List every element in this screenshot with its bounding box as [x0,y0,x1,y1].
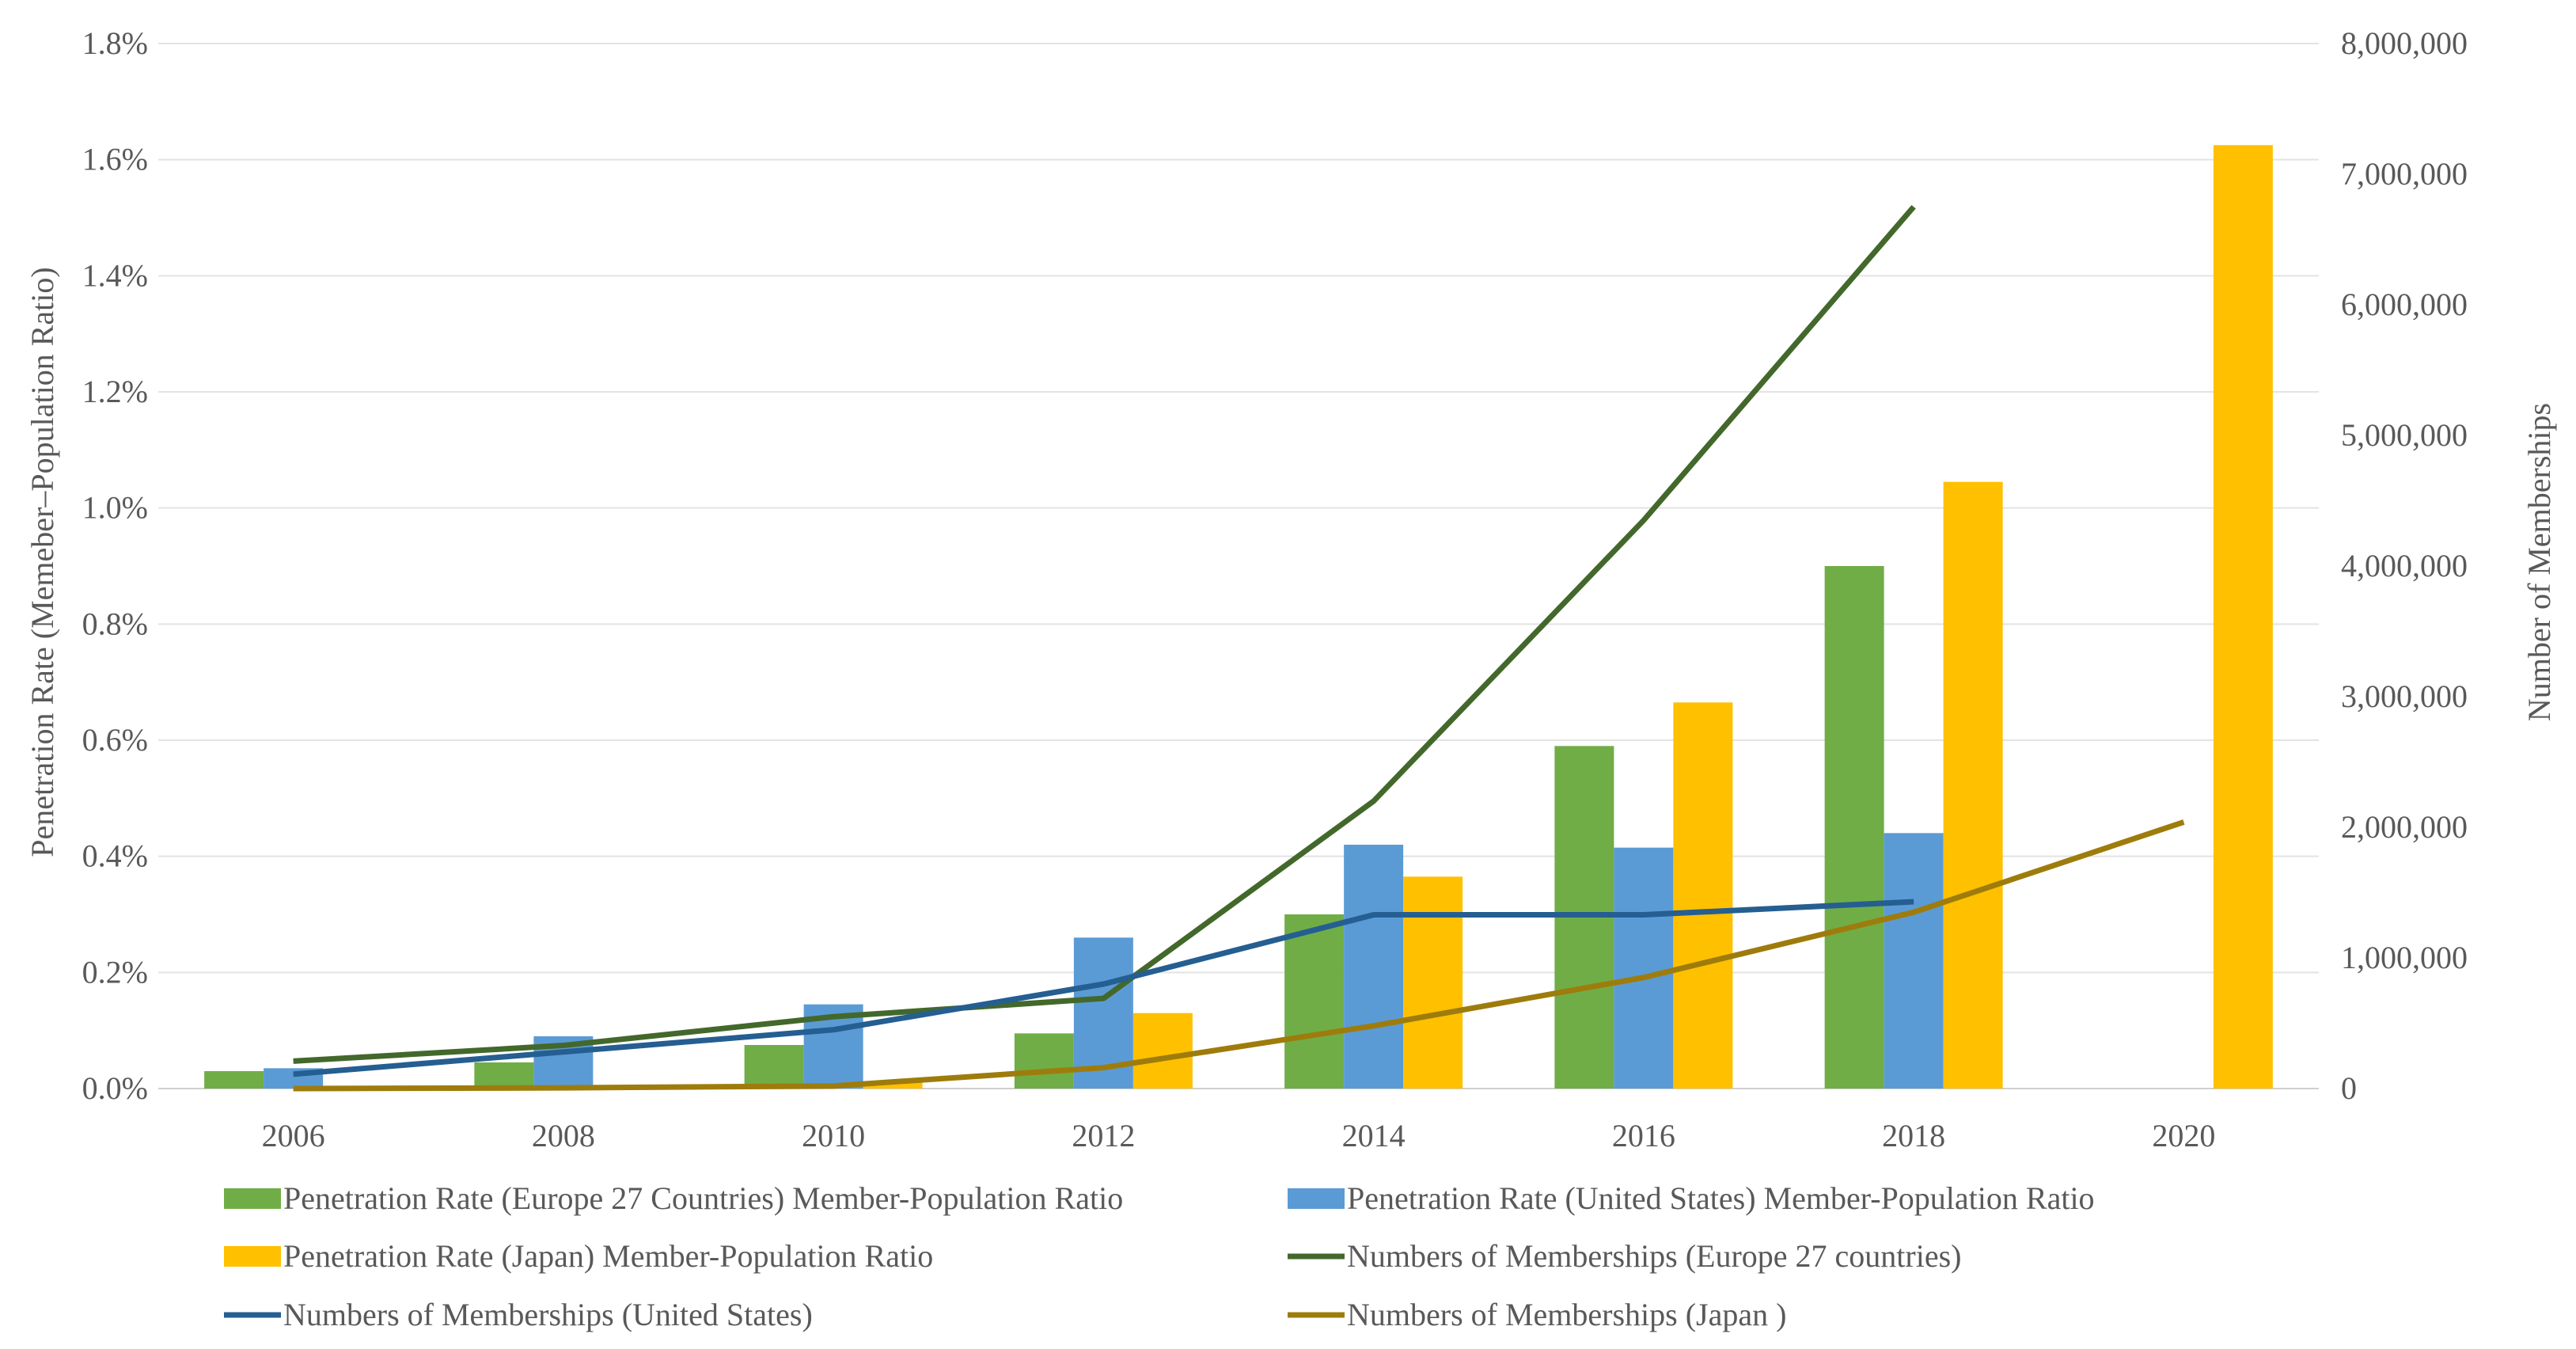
legend-label: Penetration Rate (Japan) Member-Populati… [283,1238,933,1274]
bar [1673,702,1733,1089]
right-tick-label: 0 [2341,1070,2357,1106]
right-tick-label: 8,000,000 [2341,25,2468,61]
x-tick-label: 2014 [1342,1118,1406,1153]
bar [474,1062,534,1089]
legend-label: Numbers of Memberships (Japan ) [1347,1297,1786,1332]
bar [1403,876,1463,1089]
legend-swatch [224,1246,281,1267]
left-tick-label: 0.4% [82,838,148,874]
right-tick-label: 5,000,000 [2341,417,2468,453]
x-tick-label: 2018 [1882,1118,1945,1153]
gridlines [158,43,2319,1089]
legend: Penetration Rate (Europe 27 Countries) M… [224,1180,2095,1332]
left-tick-label: 1.0% [82,490,148,526]
bar [1824,566,1884,1089]
bar [1943,481,2003,1089]
left-axis-title: Penetration Rate (Memeber–Population Rat… [25,267,60,857]
bar [1014,1033,1074,1089]
right-tick-label: 6,000,000 [2341,287,2468,322]
right-tick-label: 4,000,000 [2341,548,2468,583]
legend-swatch [1288,1188,1345,1209]
left-axis-ticks: 0.0% 0.2% 0.4% 0.6% 0.8% 1.0% 1.2% 1.4% 1.6% 1.8% [82,25,148,1106]
legend-label: Numbers of Memberships (United States) [283,1297,813,1332]
x-tick-label: 2010 [802,1118,865,1153]
legend-swatch [224,1188,281,1209]
lines [293,204,2185,1092]
x-tick-label: 2020 [2152,1118,2215,1153]
x-axis-ticks: 2006 2008 2010 2012 2014 2016 2018 2020 [262,1118,2216,1153]
x-tick-label: 2008 [532,1118,595,1153]
series-line [293,204,1916,1064]
bar [1344,845,1404,1089]
left-tick-label: 0.8% [82,606,148,641]
left-tick-label: 0.0% [82,1070,148,1106]
bar [2213,145,2273,1089]
x-tick-label: 2006 [262,1118,325,1153]
bar [1284,914,1345,1089]
right-tick-label: 2,000,000 [2341,809,2468,845]
right-tick-label: 1,000,000 [2341,940,2468,975]
legend-label: Numbers of Memberships (Europe 27 countr… [1347,1238,1961,1274]
legend-label: Penetration Rate (Europe 27 Countries) M… [283,1180,1123,1216]
bar [204,1071,264,1089]
series-line [293,899,1914,1077]
bar [744,1045,804,1089]
left-tick-label: 1.2% [82,374,148,409]
bars [204,145,2273,1089]
right-tick-label: 7,000,000 [2341,156,2468,192]
left-tick-label: 0.6% [82,722,148,758]
left-tick-label: 1.4% [82,257,148,293]
right-axis-title: Number of Memberships [2521,403,2557,721]
legend-label: Penetration Rate (United States) Member-… [1347,1180,2095,1216]
bar [1132,1013,1193,1089]
left-tick-label: 1.8% [82,25,148,61]
x-tick-label: 2012 [1072,1118,1135,1153]
bar [1884,833,1944,1089]
left-tick-label: 1.6% [82,142,148,177]
series-line [293,819,2185,1092]
left-tick-label: 0.2% [82,954,148,990]
right-tick-label: 3,000,000 [2341,678,2468,714]
x-tick-label: 2016 [1612,1118,1675,1153]
bar [863,1081,923,1089]
bar [1614,847,1674,1089]
right-axis-ticks: 0 1,000,000 2,000,000 3,000,000 4,000,000 5,0… [2341,25,2468,1106]
